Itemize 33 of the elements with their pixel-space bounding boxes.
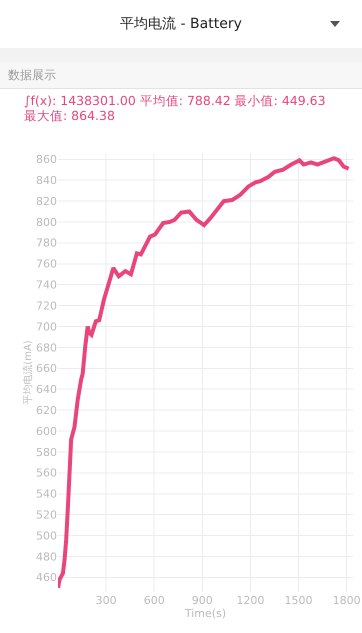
y-tick-label: 820	[36, 194, 57, 208]
y-tick-label: 560	[36, 466, 57, 480]
x-tick-label: 300	[96, 594, 117, 607]
y-tick-label: 620	[36, 404, 57, 417]
y-axis-title: 平均电流(mA)	[22, 340, 34, 405]
y-tick-label: 480	[36, 550, 57, 564]
x-tick-label: 1200	[236, 594, 264, 607]
x-tick-label: 900	[192, 594, 213, 607]
x-tick-label: 1800	[332, 594, 361, 607]
y-tick-label: 760	[36, 258, 57, 271]
y-tick-label: 740	[36, 278, 57, 292]
x-tick-label: 1500	[284, 594, 312, 607]
text: ∫f(x): 1438301.00 平均值: 788.42 最小值: 449.63 最大值: 864.38	[23, 92, 327, 125]
x-axis-title: Time(s)	[184, 607, 226, 620]
y-tick-label: 600	[36, 424, 57, 438]
y-tick-label: 520	[36, 508, 57, 522]
y-tick-label: 780	[36, 236, 57, 250]
y-tick-label: 580	[36, 446, 57, 459]
chart-subtitle: 数据展示	[0, 62, 362, 89]
y-tick-label: 700	[36, 320, 57, 334]
y-tick-label: 460	[36, 571, 57, 584]
y-tick-label: 640	[36, 383, 57, 396]
x-tick-label: 600	[144, 594, 165, 607]
y-tick-label: 540	[36, 488, 57, 501]
y-tick-label: 840	[36, 174, 57, 188]
y-tick-label: 680	[36, 341, 57, 354]
y-tick-label: 800	[36, 216, 57, 229]
y-tick-label: 660	[36, 362, 57, 376]
y-tick-label: 860	[36, 153, 57, 166]
y-tick-label: 500	[36, 529, 57, 542]
chart-title: 平均电流 - Battery	[120, 16, 242, 32]
line-series	[58, 156, 351, 590]
y-tick-label: 720	[36, 299, 57, 312]
